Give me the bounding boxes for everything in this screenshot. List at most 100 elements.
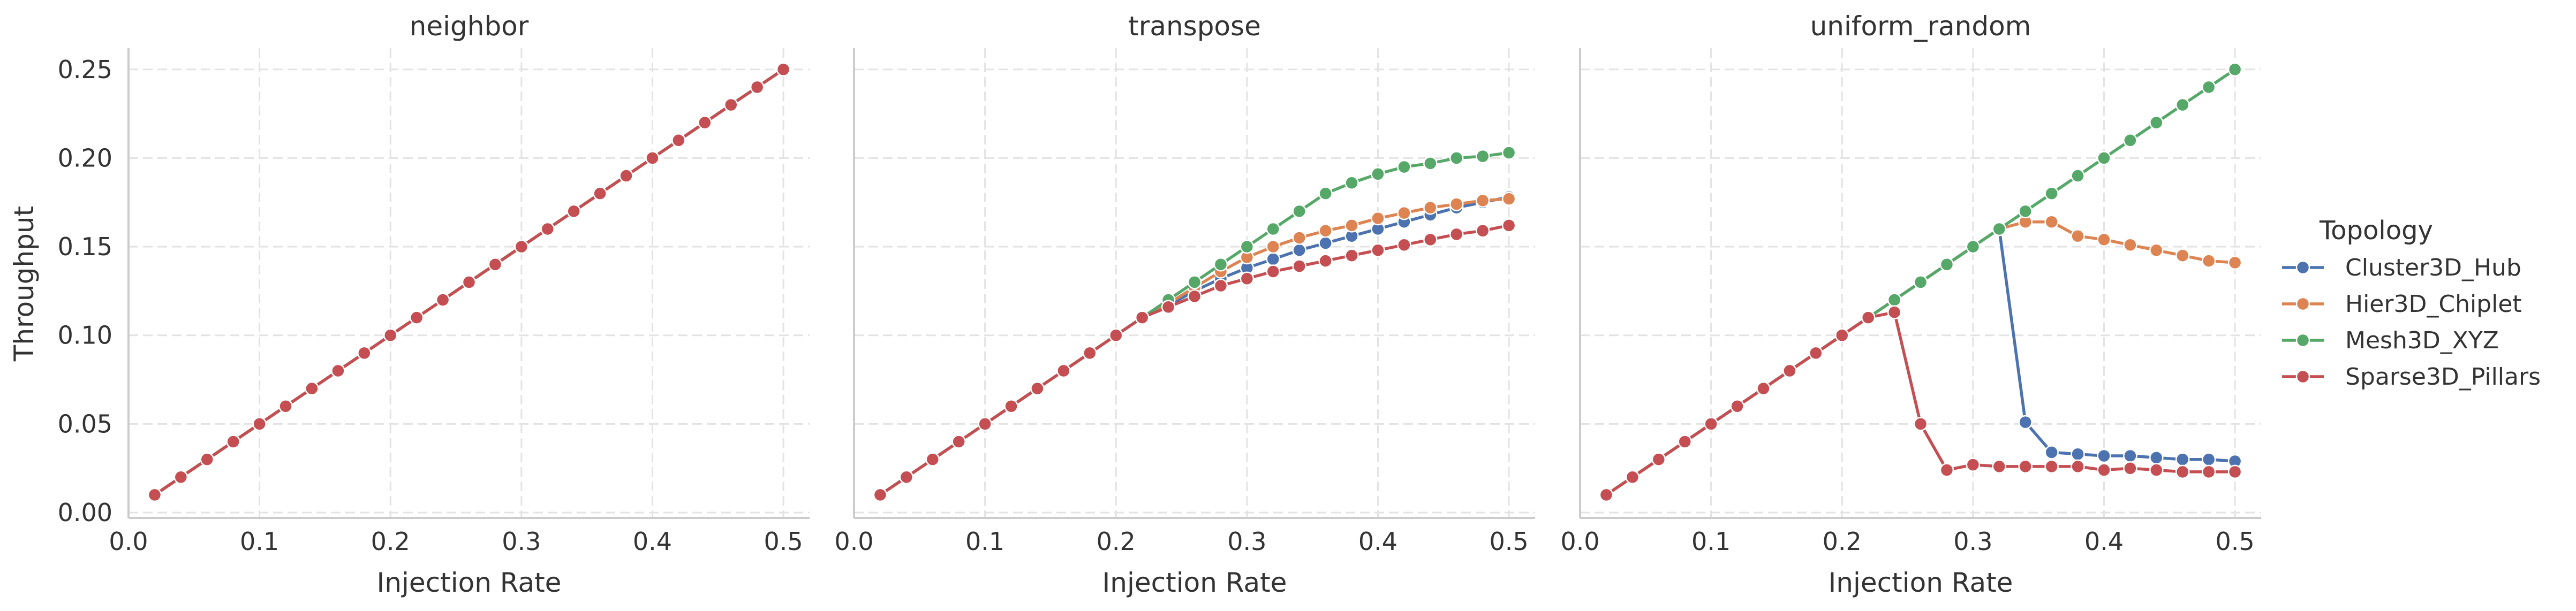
data-point (1292, 231, 1306, 245)
legend-label: Sparse3D_Pillars (2345, 363, 2541, 391)
data-point (1240, 239, 1255, 254)
data-point (252, 417, 267, 431)
data-point (1187, 289, 1202, 304)
x-axis-title: Injection Rate (377, 567, 562, 598)
data-point (2071, 447, 2085, 461)
legend-marker (2295, 296, 2310, 311)
legend-title: Topology (2319, 216, 2433, 246)
data-point (2097, 463, 2111, 477)
data-point (1913, 275, 1928, 289)
data-point (671, 133, 686, 148)
data-point (2149, 243, 2164, 257)
data-point (173, 470, 188, 485)
legend-entry-hier3d-chiplet: Hier3D_Chiplet (2282, 291, 2522, 318)
data-point (278, 399, 293, 414)
data-point (978, 417, 992, 431)
y-tick-label: 0.15 (58, 232, 112, 261)
data-point (1651, 452, 1666, 467)
series-sparse3d-pillars (147, 62, 791, 502)
data-point (1318, 254, 1333, 268)
data-point (2071, 169, 2085, 183)
data-point (1292, 259, 1306, 273)
data-point (1292, 204, 1306, 219)
data-point (1292, 243, 1306, 257)
data-point (951, 434, 966, 449)
data-point (305, 381, 319, 396)
x-axis-title: Injection Rate (1102, 567, 1287, 598)
data-point (873, 487, 888, 502)
data-point (435, 293, 450, 307)
data-point (1213, 278, 1228, 293)
x-tick-label: 0.5 (1489, 527, 1528, 556)
data-point (1397, 238, 1411, 253)
series-sparse3d-pillars (873, 218, 1516, 502)
axes: 0.0 0.1 0.2 0.3 0.4 0.5 0.00 0.05 0.10 0.15 0.20 0.… (58, 48, 810, 556)
legend-entry-sparse3d-pillars: Sparse3D_Pillars (2282, 363, 2541, 391)
data-point (1318, 186, 1333, 201)
data-point (1371, 243, 1385, 257)
x-tick-label: 0.2 (371, 527, 410, 556)
legend: Topology Cluster3D_Hub Hier3D_Chiplet Mesh… (2282, 216, 2541, 391)
data-point (1939, 257, 1954, 272)
data-point (1344, 248, 1359, 263)
x-tick-label: 0.3 (1953, 527, 1992, 556)
data-point (383, 328, 398, 342)
series-group (1599, 62, 2242, 502)
data-point (750, 80, 765, 95)
axes: 0.0 0.1 0.2 0.3 0.4 0.5 (834, 48, 1535, 556)
data-point (723, 97, 738, 112)
legend-label: Mesh3D_XYZ (2345, 327, 2499, 354)
data-point (1318, 236, 1333, 250)
data-point (1730, 399, 1744, 414)
data-point (1161, 300, 1176, 314)
data-point (1266, 222, 1281, 236)
x-tick-label: 0.0 (1560, 527, 1599, 556)
data-point (540, 222, 555, 236)
legend-entry-cluster3d-hub: Cluster3D_Hub (2282, 254, 2521, 281)
data-point (1449, 197, 1464, 211)
data-point (1423, 156, 1438, 171)
data-point (593, 186, 607, 201)
legend-marker (2295, 333, 2310, 348)
data-point (1966, 239, 1981, 254)
panel-transpose: 0.0 0.1 0.2 0.3 0.4 0.5 transpose Injection R… (834, 11, 1535, 598)
data-point (1213, 257, 1228, 272)
data-point (2227, 464, 2242, 479)
data-point (1423, 200, 1438, 215)
data-point (1083, 346, 1097, 361)
data-point (2044, 186, 2059, 201)
x-tick-label: 0.1 (240, 527, 279, 556)
data-point (2175, 452, 2190, 467)
data-point (2097, 448, 2111, 463)
data-point (1704, 417, 1718, 431)
data-point (2175, 464, 2190, 479)
data-point (2018, 204, 2033, 219)
data-point (2123, 448, 2137, 463)
data-point (566, 204, 581, 219)
x-tick-label: 0.1 (1691, 527, 1731, 556)
data-point (2227, 255, 2242, 270)
panel-uniform-random: 0.0 0.1 0.2 0.3 0.4 0.5 uniform_random Inject… (1560, 11, 2261, 598)
data-point (1004, 399, 1018, 414)
data-point (1449, 151, 1464, 165)
data-point (2044, 459, 2059, 474)
data-point (226, 434, 240, 449)
x-tick-label: 0.3 (502, 527, 541, 556)
data-point (1809, 346, 1823, 361)
data-point (1625, 470, 1640, 485)
data-point (409, 310, 424, 325)
panel-title: neighbor (410, 11, 529, 42)
legend-entry-mesh3d-xyz: Mesh3D_XYZ (2282, 327, 2499, 354)
data-point (1599, 487, 1614, 502)
y-axis-title: Throughput (9, 206, 40, 362)
x-tick-label: 0.0 (834, 527, 873, 556)
data-point (1501, 218, 1516, 233)
y-tick-label: 0.10 (58, 321, 112, 350)
series-group (873, 146, 1516, 502)
data-point (1992, 459, 2007, 474)
x-tick-label: 0.5 (2215, 527, 2254, 556)
data-point (2071, 459, 2085, 474)
data-point (331, 363, 345, 378)
data-point (899, 470, 914, 485)
